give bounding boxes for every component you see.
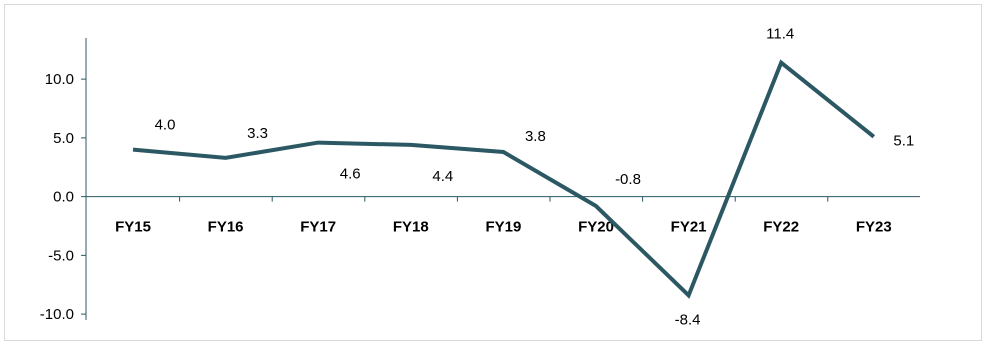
data-label: 11.4 [766,26,794,43]
x-category-label: FY17 [300,219,336,236]
data-label: 4.4 [432,168,453,185]
x-category-label: FY18 [393,219,429,236]
x-category-label: FY15 [115,219,151,236]
x-category-label: FY16 [208,219,244,236]
data-label: 4.0 [155,117,176,134]
data-label: 5.1 [893,133,914,150]
data-label: -8.4 [675,311,701,328]
y-tick-label: -10.0 [40,306,74,323]
x-category-label: FY21 [671,219,707,236]
x-category-label: FY23 [856,219,892,236]
x-category-label: FY20 [578,219,614,236]
x-category-label: FY19 [485,219,521,236]
data-label: -0.8 [615,171,641,188]
data-label: 3.8 [525,128,546,145]
chart-frame [4,4,982,341]
x-category-label: FY22 [763,219,799,236]
data-label: 3.3 [247,125,268,142]
y-tick-label: 10.0 [45,71,74,88]
y-tick-label: -5.0 [48,247,74,264]
series-line [132,59,876,299]
y-tick-label: 5.0 [53,130,74,147]
y-tick-label: 0.0 [53,189,74,206]
data-label: 4.6 [340,166,361,183]
